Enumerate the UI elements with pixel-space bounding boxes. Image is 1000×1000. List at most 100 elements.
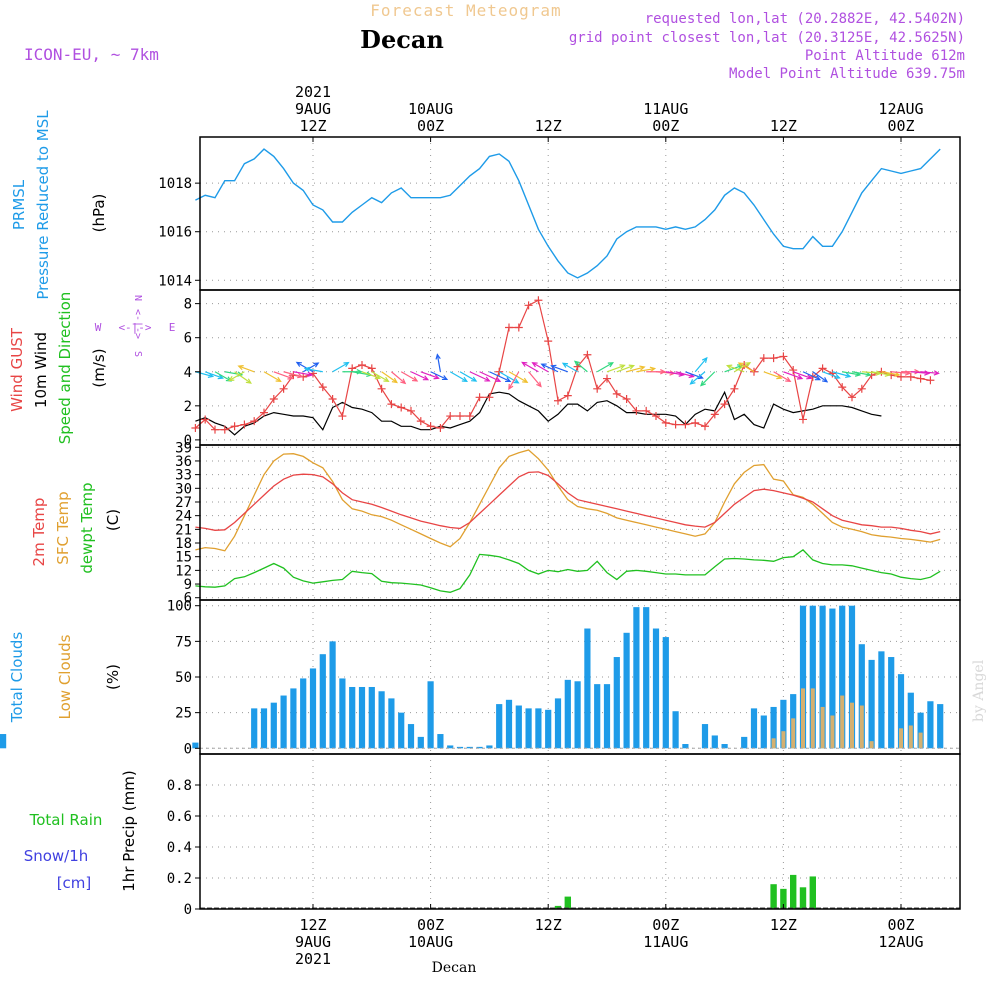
wind-vector-shaft bbox=[381, 371, 398, 383]
wind-vector-icon bbox=[832, 371, 852, 379]
wind-vector-head bbox=[865, 371, 872, 377]
y-tick-label: 2 bbox=[184, 399, 192, 415]
wind-vector-shaft bbox=[302, 362, 319, 373]
total-cloud-bar bbox=[407, 724, 415, 749]
wind-vector-icon bbox=[725, 364, 745, 373]
gust-marker bbox=[818, 364, 827, 373]
gust-marker bbox=[691, 418, 700, 427]
wind-vector-shaft bbox=[391, 371, 406, 384]
wind-vector-shaft bbox=[283, 371, 303, 378]
y-tick-label: 0.6 bbox=[167, 809, 192, 825]
gust-marker bbox=[426, 422, 435, 431]
wind-vector-head bbox=[275, 376, 282, 383]
wind-vector-icon bbox=[700, 371, 716, 387]
y-tick-label: 50 bbox=[175, 670, 192, 686]
model-label: ICON-EU, ~ 7km bbox=[24, 45, 159, 64]
wind-vector-icon bbox=[381, 371, 398, 384]
wind-vector-shaft bbox=[724, 364, 743, 373]
low-cloud-bar bbox=[908, 725, 913, 749]
wind-vector-head bbox=[245, 378, 252, 384]
y-tick-label: 1014 bbox=[158, 273, 192, 289]
y-tick-label: 100 bbox=[167, 599, 192, 615]
wind-unit: (m/s) bbox=[90, 348, 108, 387]
gust-marker bbox=[789, 366, 798, 375]
panel-frame bbox=[199, 444, 961, 601]
wind-vector-head bbox=[287, 374, 294, 380]
wind-vector-shaft bbox=[195, 371, 213, 377]
y-tick-label: 1018 bbox=[158, 176, 192, 192]
low-cloud-bar bbox=[820, 706, 825, 749]
wind-vector-icon bbox=[361, 371, 382, 380]
gust-marker bbox=[828, 369, 837, 378]
total-cloud-bar bbox=[584, 628, 591, 749]
low-cloud-bar bbox=[840, 695, 845, 749]
total-cloud-bar bbox=[839, 605, 846, 749]
total-cloud-bar bbox=[937, 704, 944, 749]
gust-marker bbox=[583, 350, 592, 359]
gust-marker bbox=[612, 389, 621, 398]
compass-w: W bbox=[95, 321, 102, 334]
wind-vector-icon bbox=[665, 371, 685, 377]
pressure-panel-labels: PRMSL Pressure Reduced to MSL (hPa) bbox=[10, 110, 108, 300]
low-cloud-bar bbox=[810, 688, 815, 749]
total-cloud-bar bbox=[858, 644, 865, 749]
rain-bar bbox=[564, 896, 571, 909]
low-clouds-label: Low Clouds bbox=[56, 634, 74, 719]
wind-vector-icon bbox=[763, 371, 783, 380]
y-tick-label: 9 bbox=[184, 577, 192, 593]
wind-vector-icon bbox=[332, 361, 350, 373]
y-tick-label: 6 bbox=[184, 591, 192, 607]
y-tick-label: 25 bbox=[175, 706, 192, 722]
total-cloud-bar bbox=[711, 735, 718, 749]
gust-marker bbox=[514, 323, 523, 332]
wind-vector-shaft bbox=[400, 371, 418, 382]
gust-marker bbox=[456, 412, 464, 421]
wind-vector-head bbox=[228, 375, 235, 382]
wind-vector-head bbox=[508, 383, 514, 391]
wind-vector-icon bbox=[822, 371, 841, 380]
wind-vector-icon bbox=[283, 371, 304, 379]
wind-vector-icon bbox=[489, 371, 512, 383]
wind-vector-icon bbox=[400, 371, 419, 382]
total-cloud-bar bbox=[447, 745, 454, 749]
wind-vector-icon bbox=[573, 360, 588, 373]
wind-vector-head bbox=[689, 379, 696, 385]
station-title: Decan bbox=[360, 25, 444, 54]
gust-marker bbox=[387, 400, 396, 409]
wind-vector-icon bbox=[881, 371, 901, 377]
wind-vector-icon bbox=[435, 353, 441, 372]
total-cloud-bar bbox=[329, 641, 336, 749]
wind-vector-icon bbox=[851, 371, 872, 377]
total-cloud-bar bbox=[496, 704, 503, 749]
wind-vector-icon bbox=[616, 364, 636, 373]
x-tick-label-bottom: 10AUG bbox=[408, 933, 453, 951]
y-tick-label: 0.8 bbox=[167, 778, 192, 794]
wind-vector-shaft bbox=[469, 371, 490, 382]
total-cloud-bar bbox=[780, 699, 787, 749]
total-cloud-bar bbox=[574, 681, 581, 749]
wind-vector-icon bbox=[550, 364, 569, 373]
y-tick-label: 39 bbox=[175, 440, 192, 456]
wind-vector-shaft bbox=[636, 367, 655, 373]
y-tick-label: 24 bbox=[175, 509, 192, 525]
rain-bar bbox=[780, 888, 787, 909]
total-cloud-bar bbox=[437, 734, 444, 749]
wind-vector-head bbox=[461, 376, 469, 383]
gust-marker bbox=[622, 395, 631, 404]
low-cloud-bar bbox=[918, 732, 923, 749]
y-tick-label: 0 bbox=[184, 741, 192, 757]
sfc-temp-label: SFC Temp bbox=[54, 491, 72, 564]
gust-marker bbox=[446, 412, 455, 421]
cloud-panel-labels: Total Clouds Low Clouds (%) bbox=[8, 632, 122, 724]
wind-vector-shaft bbox=[665, 371, 684, 376]
wind-vector-icon bbox=[675, 371, 695, 379]
wind-vector-head bbox=[737, 362, 744, 368]
y-tick-label: 4 bbox=[184, 365, 192, 381]
wind-vector-shaft bbox=[229, 371, 245, 381]
y-tick-label: 27 bbox=[175, 495, 192, 511]
grid bbox=[200, 137, 960, 910]
total-cloud-bar bbox=[878, 651, 885, 749]
gust-marker bbox=[338, 412, 347, 421]
wind-vector-icon bbox=[689, 371, 706, 385]
low-cloud-bar bbox=[781, 731, 786, 749]
